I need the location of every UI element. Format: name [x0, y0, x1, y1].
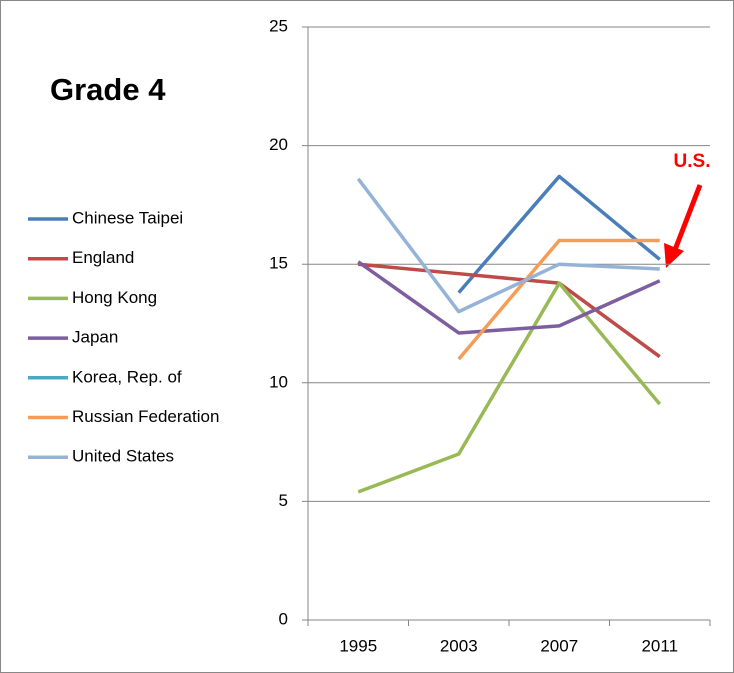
y-tick-label: 5 — [279, 491, 288, 510]
series-line — [356, 177, 660, 314]
legend-label: Japan — [72, 328, 118, 347]
legend-label: United States — [72, 447, 174, 466]
series-line — [358, 262, 661, 359]
legend-label: Hong Kong — [72, 288, 157, 307]
legend-label: Chinese Taipei — [72, 208, 183, 227]
y-tick-label: 25 — [269, 16, 288, 35]
y-tick-label: 15 — [269, 254, 288, 273]
x-tick-label: 2011 — [641, 636, 678, 655]
series-line — [457, 174, 661, 294]
x-tick-label: 1995 — [339, 636, 377, 655]
series-line — [357, 281, 662, 494]
x-tick-label: 2007 — [540, 636, 578, 655]
annotation-arrow — [664, 184, 703, 268]
y-tick-label: 0 — [279, 609, 288, 628]
legend-label: England — [72, 248, 134, 267]
x-tick-label: 2003 — [440, 636, 478, 655]
y-tick-label: 10 — [269, 372, 288, 391]
y-tick-label: 20 — [269, 135, 288, 154]
series-line — [457, 238, 660, 361]
legend-label: Korea, Rep. of — [72, 367, 182, 386]
chart-title: Grade 4 — [50, 72, 166, 107]
series-line — [357, 260, 661, 335]
annotation: U.S. — [674, 151, 711, 172]
legend-label: Russian Federation — [72, 407, 219, 426]
